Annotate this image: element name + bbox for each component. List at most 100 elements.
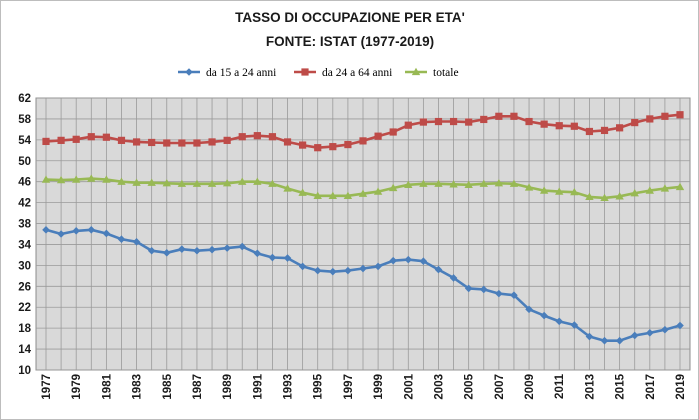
data-point — [434, 117, 443, 126]
series-2 — [42, 111, 684, 152]
data-point — [87, 226, 96, 234]
data-point — [102, 229, 111, 238]
data-point — [434, 265, 443, 274]
y-tick-label: 54 — [18, 135, 31, 147]
x-tick-label: 2009 — [524, 374, 536, 400]
data-point — [404, 255, 413, 264]
x-tick-label: 2003 — [433, 374, 445, 400]
data-point — [480, 115, 488, 124]
y-tick-label: 34 — [18, 239, 31, 251]
x-tick-label: 2007 — [494, 374, 506, 400]
x-tick-label: 2017 — [645, 374, 657, 400]
data-point — [419, 118, 427, 126]
data-point — [42, 137, 50, 146]
data-point — [449, 117, 458, 126]
y-tick-label: 38 — [18, 219, 31, 231]
data-point — [132, 238, 141, 246]
data-point — [646, 115, 654, 123]
y-axis: 10 14 18 22 26 30 34 38 42 46 50 54 58 62 — [18, 93, 31, 377]
x-tick-label: 1989 — [222, 374, 234, 400]
data-point — [102, 175, 111, 183]
data-point — [524, 183, 534, 191]
data-point — [555, 122, 563, 130]
y-tick-label: 22 — [18, 302, 31, 314]
data-point — [359, 264, 367, 273]
chart-title: TASSO DI OCCUPAZIONE PER ETA' — [235, 10, 465, 25]
data-point — [268, 133, 277, 141]
data-point — [72, 135, 80, 143]
data-point — [389, 128, 397, 136]
data-point — [449, 180, 458, 188]
x-tick-label: 1993 — [283, 374, 295, 400]
data-point — [117, 177, 126, 185]
data-point — [57, 230, 65, 238]
legend-item: da 24 a 64 anni — [294, 67, 392, 79]
data-point — [192, 179, 202, 187]
data-point — [509, 179, 519, 187]
legend-marker — [411, 67, 421, 76]
data-point — [193, 246, 201, 255]
y-tick-label: 10 — [18, 365, 31, 377]
data-point — [600, 126, 609, 135]
x-tick-label: 1985 — [162, 373, 174, 399]
y-tick-label: 26 — [18, 281, 31, 293]
data-point — [207, 179, 217, 187]
data-point — [283, 138, 292, 146]
data-point — [585, 127, 594, 136]
data-point — [42, 226, 50, 234]
data-point — [675, 182, 685, 191]
x-tick-label: 1997 — [343, 374, 355, 400]
data-point — [540, 311, 548, 320]
data-point — [585, 332, 594, 341]
data-point — [178, 139, 186, 147]
data-point — [373, 187, 383, 195]
data-point — [102, 133, 110, 141]
data-point — [660, 184, 670, 192]
data-point — [615, 192, 624, 200]
data-point — [570, 321, 579, 329]
series-1 — [42, 226, 684, 345]
data-point — [329, 267, 337, 276]
legend-label: da 15 a 24 anni — [206, 67, 276, 79]
y-tick-label: 18 — [18, 323, 31, 335]
data-point — [388, 183, 398, 192]
data-point — [495, 112, 503, 120]
data-point — [495, 289, 503, 298]
series-3 — [41, 174, 685, 202]
data-point — [570, 187, 579, 196]
data-point — [510, 112, 518, 120]
data-point — [162, 249, 171, 257]
data-point — [631, 118, 639, 127]
data-point — [71, 175, 81, 183]
data-point — [147, 178, 156, 186]
data-point — [314, 144, 322, 152]
data-point — [162, 179, 171, 187]
data-point — [283, 184, 292, 192]
data-point — [87, 133, 95, 141]
data-point — [585, 192, 594, 201]
data-point — [344, 140, 352, 149]
data-point — [389, 256, 397, 265]
data-point — [163, 139, 171, 147]
x-tick-label: 2005 — [464, 373, 476, 399]
data-point — [525, 305, 533, 314]
legend-item: totale — [405, 67, 459, 79]
data-point — [253, 249, 262, 258]
data-point — [465, 118, 473, 126]
data-point — [374, 132, 382, 140]
y-tick-label: 58 — [18, 114, 31, 126]
data-point — [404, 180, 413, 188]
chart-subtitle: FONTE: ISTAT (1977-2019) — [266, 34, 434, 49]
y-tick-label: 30 — [18, 260, 31, 272]
data-point — [313, 266, 322, 275]
data-point — [313, 191, 322, 199]
data-point — [479, 285, 488, 294]
data-point — [419, 257, 428, 265]
data-point — [57, 136, 65, 144]
data-point — [208, 138, 216, 146]
data-point — [600, 193, 609, 202]
data-point — [555, 317, 564, 326]
data-point — [148, 138, 156, 147]
data-point — [117, 136, 126, 144]
data-point — [193, 139, 201, 147]
